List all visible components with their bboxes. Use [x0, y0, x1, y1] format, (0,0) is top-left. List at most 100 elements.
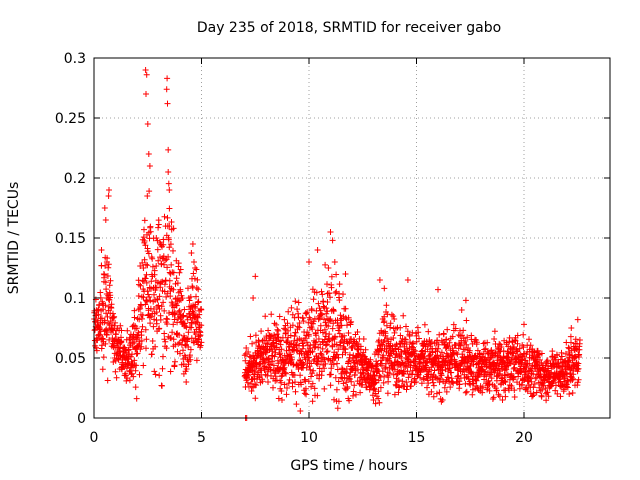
- data-point: [164, 100, 171, 107]
- data-point: [149, 338, 156, 344]
- data-point: [325, 323, 332, 330]
- data-point: [391, 391, 398, 398]
- data-point: [139, 323, 146, 330]
- data-point: [171, 310, 178, 317]
- data-point: [442, 380, 449, 387]
- data-point: [166, 310, 172, 316]
- data-point: [335, 398, 342, 405]
- data-point: [415, 329, 422, 336]
- data-point: [188, 250, 195, 256]
- data-point: [144, 262, 151, 269]
- data-point: [494, 353, 501, 360]
- data-point: [169, 329, 176, 336]
- data-point: [560, 386, 567, 393]
- data-point: [328, 284, 335, 291]
- data-point: [539, 386, 546, 393]
- data-point: [557, 393, 564, 400]
- data-point: [514, 348, 521, 355]
- data-point: [424, 384, 430, 391]
- data-point: [275, 395, 282, 402]
- data-point: [295, 299, 302, 306]
- data-point: [148, 313, 155, 320]
- data-point: [197, 332, 204, 339]
- data-point: [165, 146, 172, 153]
- data-point: [337, 339, 344, 346]
- data-point: [344, 383, 351, 390]
- data-point: [294, 362, 301, 369]
- data-point: [147, 223, 154, 230]
- data-point: [168, 219, 175, 225]
- data-point: [480, 368, 487, 375]
- data-point: [193, 357, 200, 364]
- data-point: [319, 291, 326, 298]
- x-tick-label: 0: [90, 430, 99, 446]
- data-point: [95, 311, 102, 318]
- data-point: [168, 261, 175, 268]
- y-tick-label: 0.2: [64, 171, 86, 187]
- data-point: [438, 337, 445, 344]
- y-tick-label: 0.25: [55, 111, 86, 127]
- data-point: [452, 325, 459, 332]
- data-point: [536, 356, 543, 363]
- data-point: [253, 382, 260, 389]
- data-point: [270, 362, 277, 369]
- data-point: [273, 321, 280, 328]
- data-point: [575, 365, 582, 372]
- data-point: [530, 390, 537, 397]
- data-point: [440, 331, 447, 338]
- data-point: [309, 380, 316, 387]
- data-point: [340, 380, 347, 387]
- data-point: [565, 358, 572, 365]
- data-point: [164, 316, 171, 323]
- data-point: [514, 332, 521, 339]
- data-point: [176, 269, 183, 276]
- data-point: [140, 294, 147, 301]
- data-point: [530, 371, 537, 378]
- data-point: [156, 325, 163, 332]
- data-point: [148, 351, 155, 358]
- data-point: [197, 342, 204, 349]
- data-point: [563, 370, 570, 377]
- data-point: [244, 379, 251, 386]
- data-point: [534, 347, 541, 354]
- data-point: [283, 347, 290, 354]
- data-point: [173, 275, 180, 282]
- data-point: [387, 324, 394, 331]
- data-point: [194, 276, 201, 283]
- y-axis-label: SRMTID / TECUs: [6, 182, 22, 295]
- data-point: [430, 382, 437, 389]
- data-point: [333, 341, 340, 348]
- data-point: [160, 236, 167, 243]
- data-point: [495, 360, 501, 367]
- data-point: [100, 354, 107, 361]
- data-point: [195, 298, 202, 305]
- data-point: [348, 318, 355, 325]
- data-point: [357, 343, 364, 350]
- data-point: [369, 363, 376, 369]
- data-point: [322, 261, 329, 268]
- data-point: [158, 303, 165, 310]
- data-point: [278, 346, 285, 353]
- data-point: [140, 234, 147, 241]
- data-point: [502, 393, 509, 400]
- data-point: [402, 336, 409, 343]
- data-point: [423, 338, 430, 345]
- data-point: [107, 292, 114, 299]
- data-point: [309, 348, 316, 355]
- data-point: [126, 377, 133, 384]
- data-point: [327, 229, 334, 235]
- data-point: [430, 393, 437, 400]
- data-point: [315, 300, 322, 307]
- data-point: [304, 309, 311, 316]
- data-point: [496, 393, 503, 400]
- data-point: [328, 371, 334, 378]
- data-point: [453, 349, 460, 356]
- data-point: [488, 347, 495, 354]
- data-point: [330, 361, 337, 368]
- data-point: [287, 351, 294, 358]
- data-point: [123, 365, 130, 372]
- data-point: [383, 322, 390, 329]
- y-tick-label: 0.05: [55, 351, 86, 367]
- data-point: [135, 329, 142, 336]
- data-point: [526, 374, 533, 381]
